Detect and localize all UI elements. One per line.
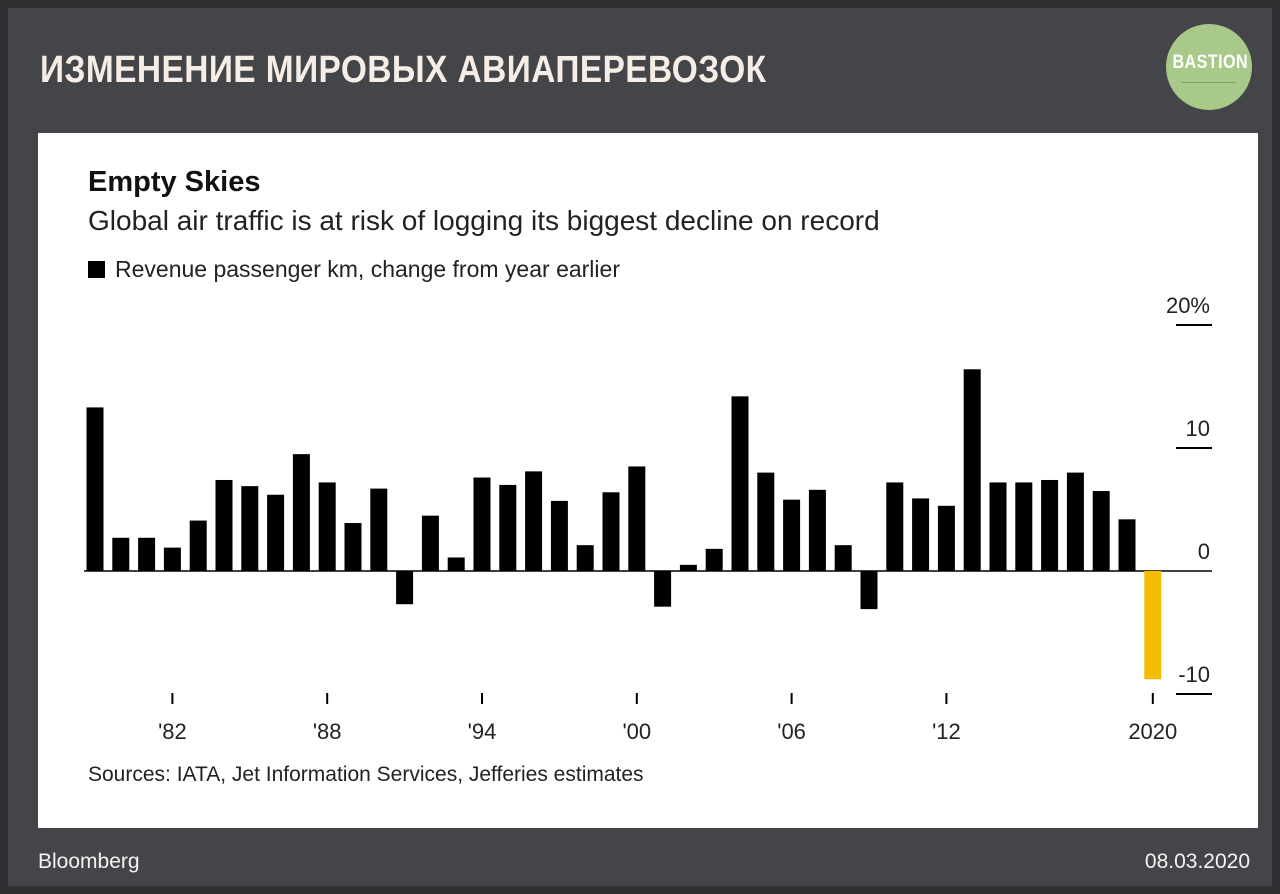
bar-1997 <box>550 500 568 571</box>
bar-2008 <box>834 545 852 571</box>
bar-2001 <box>654 571 672 607</box>
bar-2019 <box>1118 519 1136 571</box>
chart-legend: Revenue passenger km, change from year e… <box>88 256 620 282</box>
bar-1983 <box>189 520 207 571</box>
bar-2015 <box>1015 482 1033 571</box>
bar-1998 <box>576 545 594 571</box>
bar-1995 <box>499 484 517 571</box>
bar-chart: 20% 10 0 -10 '82 '88 '94 '00 '06 '12 2020 <box>84 293 1212 744</box>
x-tick-label: 2020 <box>1128 719 1177 744</box>
bar-2012 <box>937 505 955 571</box>
bar-2002 <box>679 564 697 571</box>
bar-1991 <box>396 571 414 605</box>
bar-1984 <box>215 479 233 571</box>
x-tick-label: '88 <box>313 719 342 744</box>
page-headline: ИЗМЕНЕНИЕ МИРОВЫХ АВИАПЕРЕВОЗОК <box>40 49 767 91</box>
bar-2000 <box>628 466 646 571</box>
bar-1985 <box>241 486 259 571</box>
chart-subtitle: Global air traffic is at risk of logging… <box>88 205 880 236</box>
bar-1996 <box>525 471 543 571</box>
bar-1990 <box>370 488 388 571</box>
bar-2005 <box>757 472 775 571</box>
bar-1986 <box>267 494 285 571</box>
bar-1993 <box>447 557 465 571</box>
bar-1980 <box>112 537 130 571</box>
bar-1992 <box>421 515 439 571</box>
bar-1982 <box>163 547 181 571</box>
bar-2020 <box>1144 571 1162 680</box>
bar-2017 <box>1066 472 1084 571</box>
chart-card: Empty Skies Global air traffic is at ris… <box>38 133 1258 828</box>
bar-1988 <box>318 482 336 571</box>
legend-label: Revenue passenger km, change from year e… <box>115 255 620 282</box>
bar-1979 <box>86 407 104 571</box>
bar-2004 <box>731 396 749 571</box>
bar-1999 <box>602 492 620 571</box>
bar-1981 <box>138 537 156 571</box>
y-tick-label: -10 <box>1178 662 1210 687</box>
bar-1987 <box>292 454 310 571</box>
chart-title: Empty Skies <box>88 166 261 198</box>
footer-brand: Bloomberg <box>38 850 140 873</box>
bar-2014 <box>989 482 1007 571</box>
logo-text: BASTION <box>1172 52 1249 73</box>
bar-2006 <box>783 499 801 571</box>
bar-1994 <box>473 477 491 571</box>
x-tick-label: '12 <box>932 719 961 744</box>
footer-date: 08.03.2020 <box>1144 850 1250 873</box>
y-tick-label: 20% <box>1166 293 1210 318</box>
x-tick-label: '94 <box>468 719 497 744</box>
y-tick-label: 10 <box>1186 416 1210 441</box>
bar-1989 <box>344 523 362 571</box>
x-tick-label: '00 <box>622 719 651 744</box>
bastion-logo: BASTION <box>1166 24 1252 110</box>
bar-2016 <box>1041 479 1059 571</box>
chart-source: Sources: IATA, Jet Information Services,… <box>88 763 644 786</box>
bar-2018 <box>1092 491 1110 571</box>
bar-2011 <box>912 498 930 571</box>
bar-2007 <box>808 489 826 571</box>
bar-2009 <box>860 571 878 610</box>
x-tick-label: '06 <box>777 719 806 744</box>
legend-swatch <box>88 260 105 278</box>
bar-2003 <box>705 548 723 571</box>
bar-2010 <box>886 482 904 571</box>
logo-underline <box>1182 82 1236 83</box>
x-tick-label: '82 <box>158 719 187 744</box>
y-tick-label: 0 <box>1198 539 1210 564</box>
bar-2013 <box>963 369 981 571</box>
